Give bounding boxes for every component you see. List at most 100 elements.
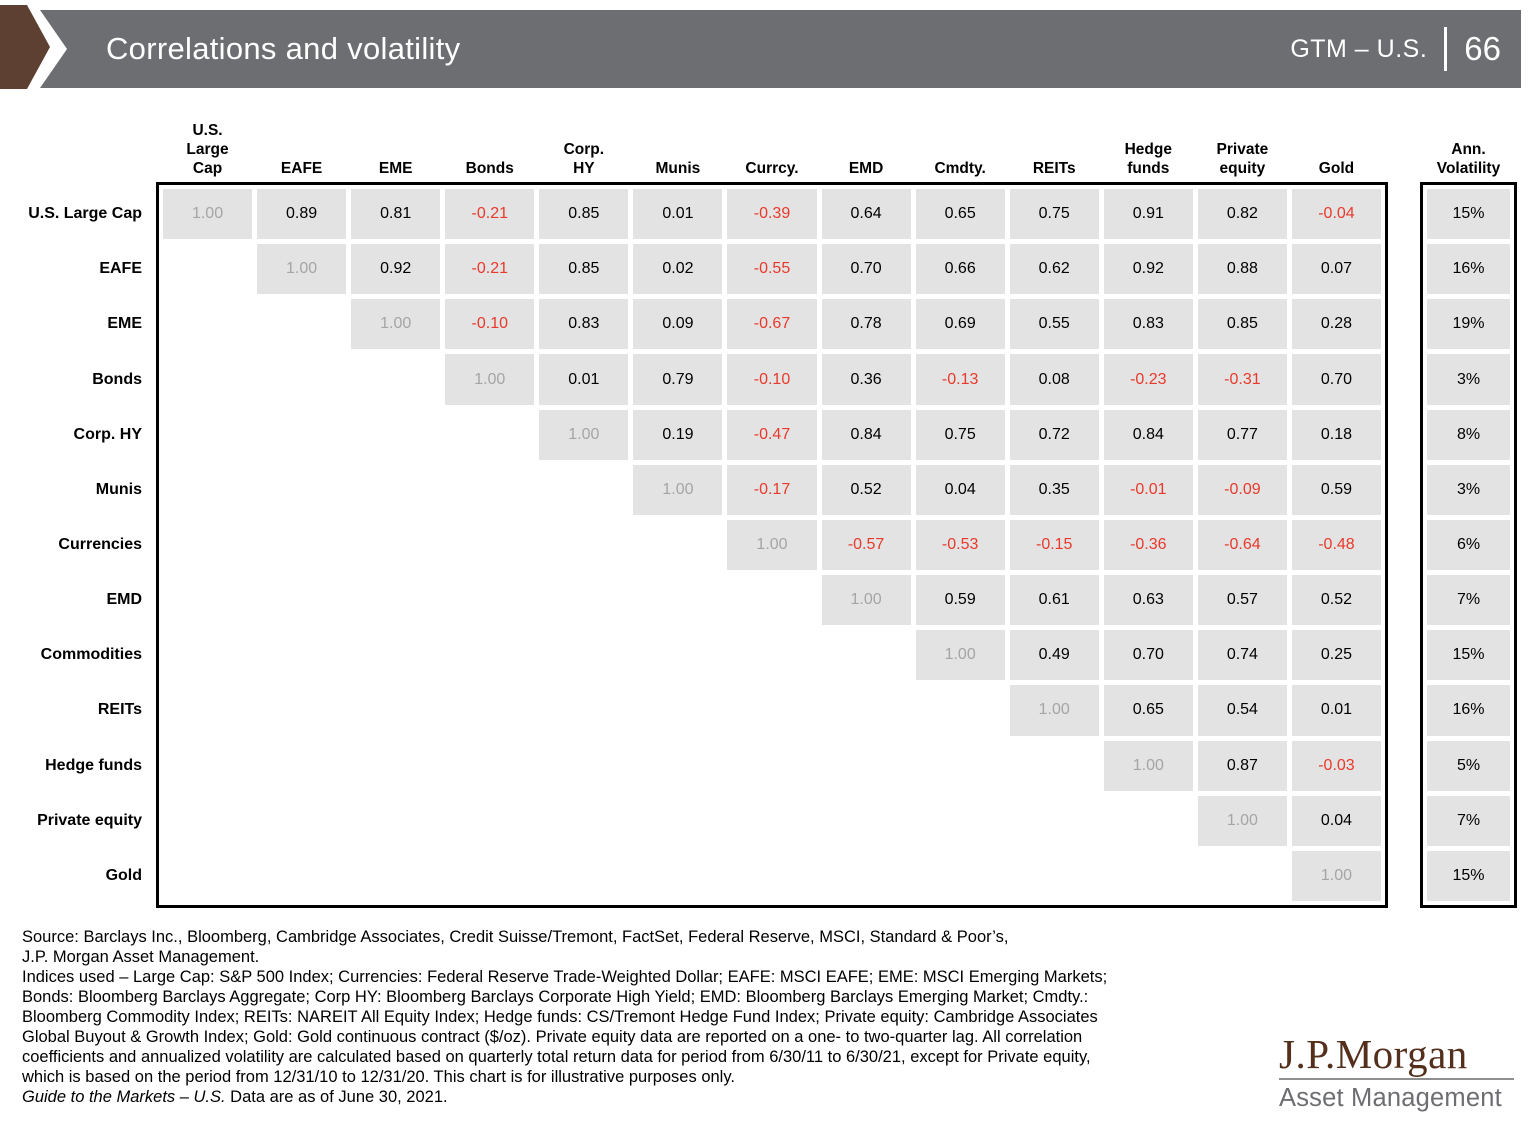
- brand-name: J.P.Morgan: [1279, 1031, 1468, 1077]
- col-header-hedge-funds: Hedge funds: [1124, 141, 1172, 177]
- divider: [1444, 27, 1448, 71]
- matrix-cell-eafe-x-munis: 0.02: [633, 244, 723, 295]
- matrix-cell-empty: [1010, 741, 1099, 791]
- matrix-cell-hedge-funds-x-gold: -0.03: [1291, 740, 1381, 791]
- col-header-corp-hy: Corp. HY: [563, 141, 605, 177]
- matrix-cell-empty: [727, 575, 816, 625]
- row-label-commodities: Commodities: [40, 646, 142, 664]
- row-label-private-equity: Private equity: [37, 811, 142, 829]
- source-footnote: Source: Barclays Inc., Bloomberg, Cambri…: [22, 927, 1282, 1107]
- matrix-cell-eafe-x-private-equity: 0.88: [1197, 244, 1287, 295]
- matrix-cell-empty: [445, 465, 534, 515]
- matrix-cell-empty: [351, 354, 440, 404]
- matrix-cell-empty: [633, 630, 722, 680]
- matrix-cell-eme-x-munis: 0.09: [633, 299, 723, 350]
- matrix-cell-empty: [727, 741, 816, 791]
- matrix-cell-empty: [633, 575, 722, 625]
- matrix-cell-corp-hy-x-currcy: -0.47: [727, 409, 817, 460]
- matrix-cell-empty: [163, 741, 252, 791]
- matrix-cell-emd-x-reits: 0.61: [1009, 575, 1099, 626]
- matrix-cell-commodities-x-reits: 0.49: [1009, 630, 1099, 681]
- matrix-cell-empty: [822, 630, 911, 680]
- matrix-cell-eme-x-cmdty: 0.69: [915, 299, 1005, 350]
- matrix-cell-empty: [539, 520, 628, 570]
- matrix-cell-empty: [539, 796, 628, 846]
- matrix-cell-empty: [257, 465, 346, 515]
- matrix-cell-currencies-x-gold: -0.48: [1291, 519, 1381, 571]
- matrix-cell-empty: [163, 465, 252, 515]
- volatility-cell-bonds: 3%: [1427, 354, 1510, 405]
- page-number: 66: [1464, 30, 1501, 67]
- matrix-cell-u-s-large-cap-x-cmdty: 0.65: [915, 189, 1005, 240]
- matrix-cell-empty: [445, 575, 534, 625]
- matrix-cell-eafe-x-eme: 0.92: [351, 244, 441, 295]
- matrix-cell-empty: [257, 354, 346, 404]
- matrix-cell-u-s-large-cap-x-u-s-large-cap: 1.00: [163, 189, 253, 240]
- matrix-cell-currencies-x-hedge-funds: -0.36: [1103, 519, 1193, 571]
- row-label-eme: EME: [107, 315, 142, 333]
- footnote-line: Bonds: Bloomberg Barclays Aggregate; Cor…: [22, 988, 1089, 1006]
- matrix-cell-empty: [445, 520, 534, 570]
- footnote-line: which is based on the period from 12/31/…: [22, 1068, 735, 1086]
- row-label-munis: Munis: [95, 480, 142, 498]
- matrix-cell-empty: [257, 520, 346, 570]
- col-header-u-s-large-cap: U.S. Large Cap: [186, 122, 229, 177]
- matrix-cell-empty: [727, 685, 816, 735]
- volatility-column-header: Ann. Volatility: [1436, 141, 1501, 177]
- matrix-cell-currencies-x-cmdty: -0.53: [915, 519, 1005, 571]
- matrix-cell-empty: [539, 575, 628, 625]
- col-header-gold: Gold: [1318, 160, 1355, 177]
- matrix-cell-empty: [539, 741, 628, 791]
- correlation-matrix: 1.00 0.89 0.81 -0.21 0.85 0.01 -0.39 0.64 0.65 0.…: [156, 182, 1388, 908]
- matrix-cell-emd-x-hedge-funds: 0.63: [1103, 575, 1193, 626]
- matrix-cell-bonds-x-reits: 0.08: [1009, 354, 1099, 405]
- matrix-cell-empty: [822, 851, 911, 901]
- matrix-cell-empty: [351, 465, 440, 515]
- matrix-cell-empty: [539, 465, 628, 515]
- matrix-cell-empty: [163, 630, 252, 680]
- matrix-cell-commodities-x-hedge-funds: 0.70: [1103, 630, 1193, 681]
- row-label-emd: EMD: [106, 591, 142, 609]
- matrix-cell-empty: [727, 851, 816, 901]
- matrix-cell-munis-x-gold: 0.59: [1291, 464, 1381, 515]
- matrix-cell-bonds-x-gold: 0.70: [1291, 354, 1381, 405]
- matrix-cell-u-s-large-cap-x-currcy: -0.39: [727, 189, 817, 240]
- matrix-cell-empty: [257, 796, 346, 846]
- banner-right-group: GTM – U.S. 66: [1290, 10, 1501, 88]
- matrix-cell-empty: [163, 354, 252, 404]
- matrix-cell-empty: [351, 520, 440, 570]
- matrix-cell-eafe-x-bonds: -0.21: [445, 244, 535, 295]
- matrix-cell-empty: [445, 741, 534, 791]
- col-header-private-equity: Private equity: [1216, 141, 1269, 177]
- gtm-series-label: GTM – U.S.: [1290, 34, 1428, 63]
- col-header-munis: Munis: [655, 160, 701, 177]
- matrix-cell-empty: [822, 796, 911, 846]
- matrix-cell-empty: [257, 851, 346, 901]
- matrix-cell-empty: [351, 796, 440, 846]
- volatility-cell-reits: 16%: [1427, 685, 1510, 736]
- volatility-cell-hedge-funds: 5%: [1427, 740, 1510, 791]
- volatility-cell-commodities: 15%: [1427, 630, 1510, 681]
- matrix-cell-eme-x-corp-hy: 0.83: [539, 299, 629, 350]
- matrix-cell-gold-x-gold: 1.00: [1291, 850, 1381, 901]
- matrix-cell-empty: [727, 630, 816, 680]
- matrix-cell-currencies-x-currcy: 1.00: [727, 519, 817, 571]
- page-title: Correlations and volatility: [106, 31, 461, 66]
- matrix-cell-empty: [633, 796, 722, 846]
- matrix-cell-bonds-x-hedge-funds: -0.23: [1103, 354, 1193, 405]
- matrix-cell-empty: [163, 244, 252, 294]
- matrix-cell-eme-x-reits: 0.55: [1009, 299, 1099, 350]
- matrix-cell-empty: [351, 575, 440, 625]
- footnote-line: Global Buyout & Growth Index; Gold: Gold…: [22, 1028, 1083, 1046]
- matrix-cell-empty: [163, 520, 252, 570]
- matrix-cell-empty: [633, 851, 722, 901]
- matrix-cell-eme-x-gold: 0.28: [1291, 299, 1381, 350]
- accent-chevron-icon: [0, 5, 50, 89]
- matrix-cell-eafe-x-emd: 0.70: [821, 244, 911, 295]
- matrix-cell-corp-hy-x-reits: 0.72: [1009, 409, 1099, 460]
- col-header-reits: REITs: [1032, 160, 1076, 177]
- matrix-cell-eafe-x-currcy: -0.55: [727, 244, 817, 295]
- matrix-cell-munis-x-emd: 0.52: [821, 464, 911, 515]
- matrix-cell-empty: [445, 796, 534, 846]
- matrix-cell-empty: [257, 630, 346, 680]
